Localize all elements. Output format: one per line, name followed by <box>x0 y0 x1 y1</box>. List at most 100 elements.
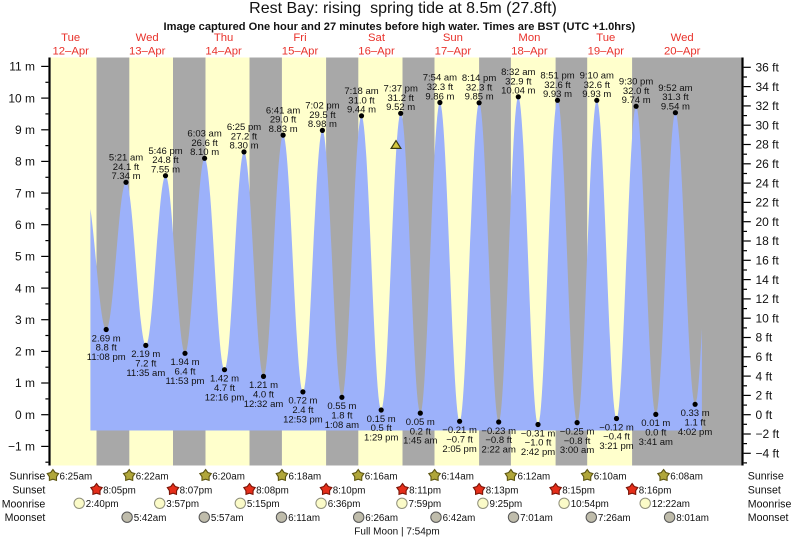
svg-text:Fri: Fri <box>293 32 306 44</box>
svg-text:32.3 ft: 32.3 ft <box>466 82 493 93</box>
svg-text:14 ft: 14 ft <box>756 273 780 287</box>
svg-text:5:57am: 5:57am <box>211 513 244 524</box>
svg-text:Moonrise: Moonrise <box>2 498 46 510</box>
svg-text:8.10 m: 8.10 m <box>190 147 219 158</box>
svg-text:6:42am: 6:42am <box>443 513 476 524</box>
svg-text:Sat: Sat <box>368 32 386 44</box>
svg-text:1:08 am: 1:08 am <box>325 420 359 431</box>
svg-text:1.1 ft: 1.1 ft <box>685 418 706 429</box>
svg-text:9.54 m: 9.54 m <box>661 102 690 113</box>
svg-text:7 m: 7 m <box>15 186 35 200</box>
svg-text:Moonset: Moonset <box>748 512 789 524</box>
svg-text:0 m: 0 m <box>15 408 35 422</box>
svg-text:12:53 pm: 12:53 pm <box>283 415 323 426</box>
svg-text:32.3 ft: 32.3 ft <box>427 82 454 93</box>
svg-text:−1 m: −1 m <box>8 440 35 454</box>
svg-text:0 ft: 0 ft <box>756 408 773 422</box>
svg-text:18–Apr: 18–Apr <box>511 46 548 58</box>
svg-text:0.55 m: 0.55 m <box>327 401 356 412</box>
svg-text:Tue: Tue <box>61 32 80 44</box>
svg-text:1.8 ft: 1.8 ft <box>331 411 352 422</box>
svg-text:9.86 m: 9.86 m <box>425 91 454 102</box>
svg-text:5:42am: 5:42am <box>134 513 167 524</box>
svg-text:Full Moon | 7:54pm: Full Moon | 7:54pm <box>354 527 439 538</box>
svg-text:11:35 am: 11:35 am <box>126 368 165 379</box>
svg-text:0.05 m: 0.05 m <box>406 417 435 428</box>
svg-text:32.6 ft: 32.6 ft <box>544 80 571 91</box>
svg-text:29.0 ft: 29.0 ft <box>270 115 297 126</box>
svg-text:18 ft: 18 ft <box>756 234 780 248</box>
svg-text:11:53 pm: 11:53 pm <box>166 376 205 387</box>
svg-text:6:14am: 6:14am <box>441 471 474 482</box>
svg-text:4:02 pm: 4:02 pm <box>678 427 712 438</box>
svg-text:10 m: 10 m <box>8 91 35 105</box>
svg-text:Mon: Mon <box>518 32 540 44</box>
svg-text:Sunset: Sunset <box>12 485 45 497</box>
svg-text:0.0 ft: 0.0 ft <box>645 428 666 439</box>
svg-text:1:45 am: 1:45 am <box>403 436 437 447</box>
svg-text:9.74 m: 9.74 m <box>622 95 651 106</box>
svg-text:3:41 am: 3:41 am <box>639 437 673 448</box>
svg-text:−0.4 ft: −0.4 ft <box>603 432 630 443</box>
svg-text:8 m: 8 m <box>15 155 35 169</box>
svg-text:32.9 ft: 32.9 ft <box>505 76 532 87</box>
svg-text:−0.7 ft: −0.7 ft <box>446 435 473 446</box>
svg-text:4 ft: 4 ft <box>756 369 773 383</box>
svg-text:12:22am: 12:22am <box>652 499 690 510</box>
svg-text:1.94 m: 1.94 m <box>170 357 199 368</box>
svg-text:14–Apr: 14–Apr <box>205 46 242 58</box>
svg-text:26.6 ft: 26.6 ft <box>191 138 218 149</box>
svg-text:6:12am: 6:12am <box>518 471 551 482</box>
svg-text:2:05 pm: 2:05 pm <box>442 444 476 455</box>
svg-text:5 m: 5 m <box>15 250 35 264</box>
svg-text:1.21 m: 1.21 m <box>249 380 278 391</box>
svg-text:8.8 ft: 8.8 ft <box>96 343 117 354</box>
svg-text:22 ft: 22 ft <box>756 196 780 210</box>
svg-text:−4 ft: −4 ft <box>756 447 780 461</box>
svg-text:12–Apr: 12–Apr <box>52 46 89 58</box>
svg-text:9:25pm: 9:25pm <box>490 499 523 510</box>
svg-text:8:10pm: 8:10pm <box>333 485 366 496</box>
svg-text:5:15pm: 5:15pm <box>247 499 280 510</box>
svg-text:2.69 m: 2.69 m <box>92 333 121 344</box>
svg-text:6:08am: 6:08am <box>670 471 703 482</box>
svg-text:8:15pm: 8:15pm <box>562 485 595 496</box>
svg-text:12:16 pm: 12:16 pm <box>205 392 245 403</box>
svg-text:0.15 m: 0.15 m <box>367 414 396 425</box>
svg-text:6:03 am: 6:03 am <box>187 129 221 140</box>
svg-text:16 ft: 16 ft <box>756 254 780 268</box>
svg-text:6:36pm: 6:36pm <box>328 499 361 510</box>
svg-text:9.93 m: 9.93 m <box>543 89 572 100</box>
svg-text:7:37 pm: 7:37 pm <box>384 84 418 95</box>
svg-text:28 ft: 28 ft <box>756 138 780 152</box>
svg-text:1 m: 1 m <box>15 376 35 390</box>
svg-text:−0.8 ft: −0.8 ft <box>485 435 512 446</box>
svg-text:6:16am: 6:16am <box>365 471 398 482</box>
svg-text:24.8 ft: 24.8 ft <box>152 155 179 166</box>
svg-text:29.5 ft: 29.5 ft <box>309 110 336 121</box>
svg-text:2:42 pm: 2:42 pm <box>521 447 555 458</box>
svg-text:−0.8 ft: −0.8 ft <box>564 436 591 447</box>
svg-text:26 ft: 26 ft <box>756 157 780 171</box>
svg-text:−0.12 m: −0.12 m <box>599 422 634 433</box>
svg-text:8:07pm: 8:07pm <box>180 485 213 496</box>
svg-text:−0.23 m: −0.23 m <box>481 426 516 437</box>
svg-text:20–Apr: 20–Apr <box>664 46 701 58</box>
svg-text:8:11pm: 8:11pm <box>409 485 441 496</box>
svg-text:32 ft: 32 ft <box>756 99 780 113</box>
svg-text:32.0 ft: 32.0 ft <box>623 86 650 97</box>
svg-text:6.4 ft: 6.4 ft <box>174 367 195 378</box>
svg-text:11 m: 11 m <box>9 60 35 74</box>
svg-text:Wed: Wed <box>671 32 694 44</box>
svg-text:4.0 ft: 4.0 ft <box>253 390 274 401</box>
svg-text:24 ft: 24 ft <box>756 176 780 190</box>
svg-text:1.42 m: 1.42 m <box>210 374 239 385</box>
svg-text:8 ft: 8 ft <box>756 331 773 345</box>
svg-text:Sunrise: Sunrise <box>748 471 784 483</box>
svg-text:Moonset: Moonset <box>5 512 46 524</box>
svg-text:−0.31 m: −0.31 m <box>521 428 556 439</box>
svg-text:8:14 pm: 8:14 pm <box>462 73 496 84</box>
svg-text:5:21 am: 5:21 am <box>109 153 143 164</box>
svg-text:3:57pm: 3:57pm <box>166 499 199 510</box>
svg-text:1:29 pm: 1:29 pm <box>364 433 398 444</box>
